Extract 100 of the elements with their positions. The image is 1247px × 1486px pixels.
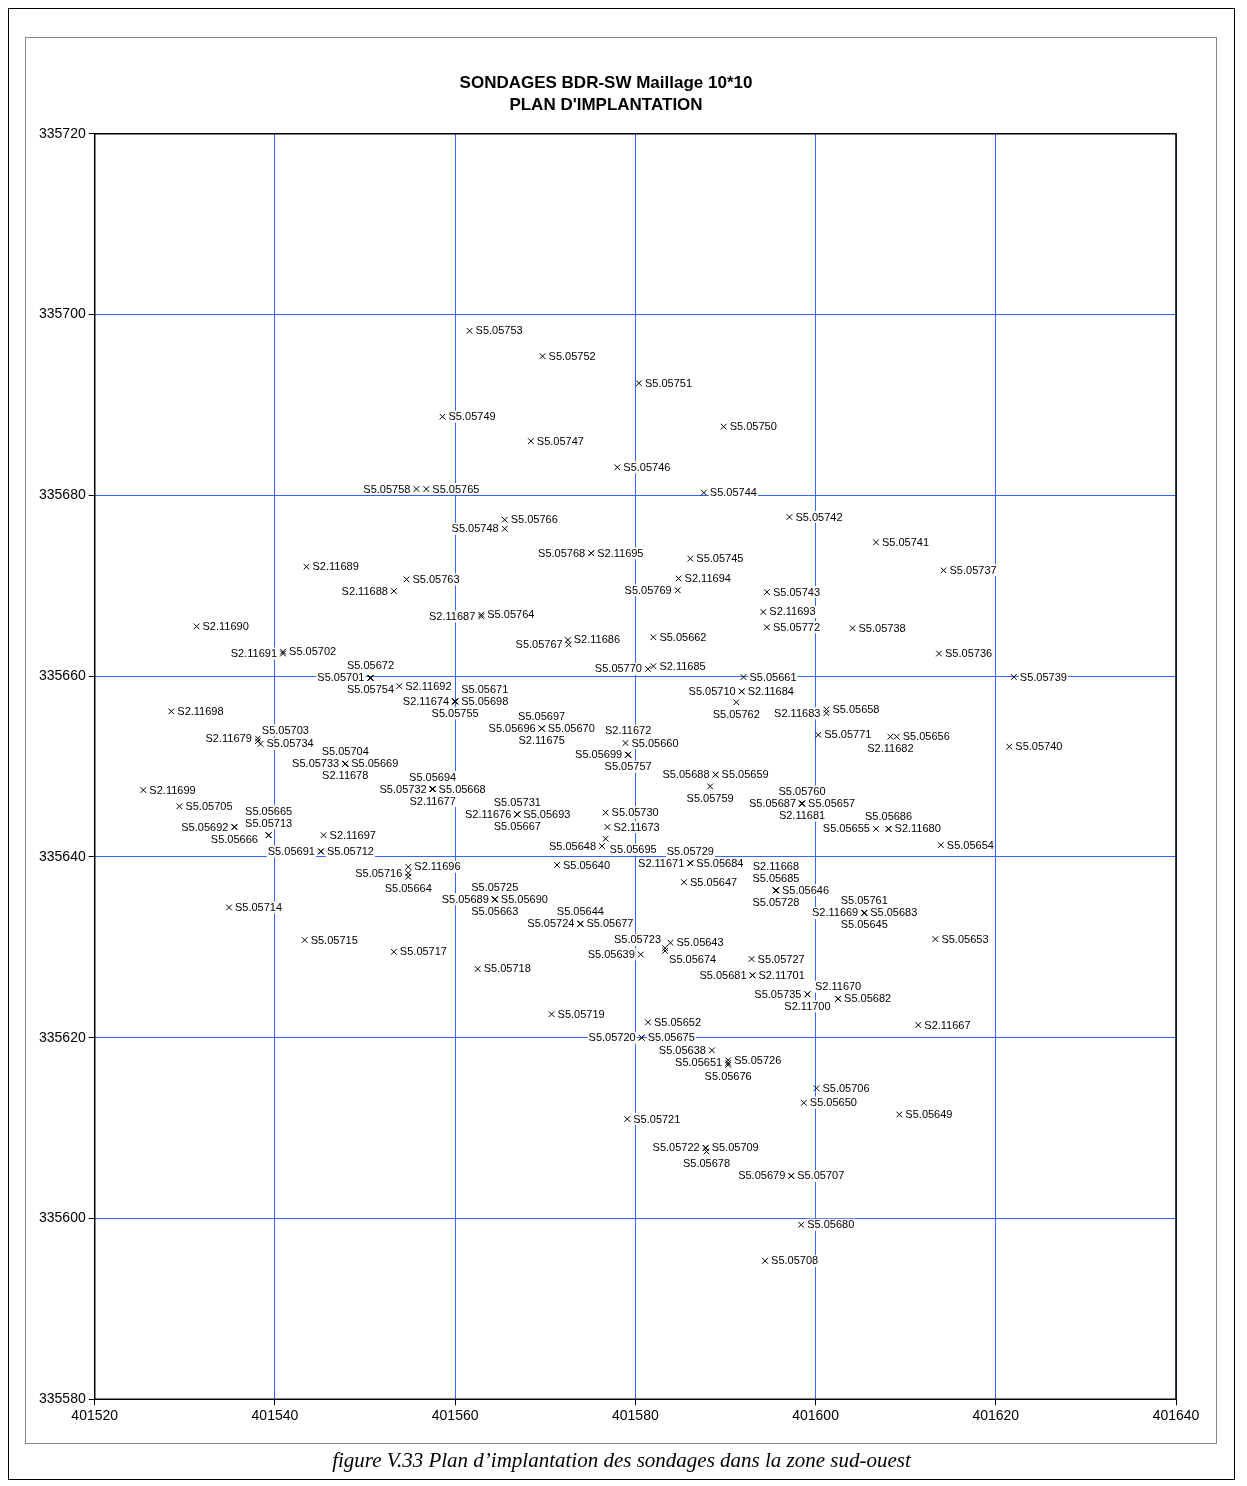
data-label: S5.05772 [772, 620, 821, 633]
data-label: S5.05739 [1019, 670, 1067, 683]
data-label: S5.05662 [659, 630, 707, 643]
data-label: S5.05667 [493, 819, 541, 832]
data-label: S5.05672 [346, 659, 394, 672]
data-label: S2.11677 [409, 794, 456, 807]
data-label: S5.05643 [676, 936, 724, 949]
data-label: S5.05730 [611, 806, 659, 819]
data-label: S5.05702 [289, 645, 337, 658]
data-label: S2.11698 [177, 704, 224, 717]
data-label: S2.11674 [402, 694, 450, 707]
data-label: S5.05767 [515, 638, 563, 651]
data-label: S2.11684 [747, 685, 794, 698]
y-tick-label: 335680 [39, 486, 86, 503]
data-label: S5.05714 [234, 901, 283, 914]
data-label: S5.05644 [556, 905, 604, 918]
data-label: S5.05770 [594, 662, 642, 675]
data-label: S5.05761 [840, 894, 888, 907]
data-label: S5.05647 [690, 875, 738, 888]
data-label: S2.11699 [149, 783, 196, 796]
data-label: S2.11681 [778, 809, 826, 822]
data-label: S2.11693 [769, 605, 816, 618]
data-label: S5.05720 [588, 1031, 636, 1044]
data-label: S5.05693 [523, 807, 571, 820]
chart-subtitle: PLAN D'IMPLANTATION [509, 95, 703, 115]
data-label: S5.05732 [379, 782, 427, 795]
data-label: S5.05657 [808, 797, 856, 810]
data-label: S5.05743 [772, 585, 821, 598]
data-label: S5.05652 [653, 1015, 702, 1028]
data-label: S5.05659 [721, 768, 769, 781]
data-label: S2.11671 [638, 856, 685, 869]
data-label: S5.05663 [471, 904, 519, 917]
data-label: S5.05754 [346, 683, 394, 696]
y-tick-label: 335600 [39, 1209, 86, 1226]
x-tick-label: 401560 [431, 1407, 479, 1424]
data-label: S5.05686 [865, 810, 913, 823]
x-tick-label: 401620 [972, 1407, 1020, 1424]
data-label: S5.05648 [548, 839, 597, 852]
data-label: S5.05746 [623, 460, 671, 473]
data-label: S2.11673 [613, 820, 660, 833]
data-label: S2.11678 [322, 769, 369, 782]
data-label: S5.05716 [355, 866, 403, 879]
data-label: S5.05719 [557, 1007, 605, 1020]
data-label: S5.05678 [682, 1157, 731, 1170]
data-label: S5.05704 [321, 745, 369, 758]
chart-title: SONDAGES BDR-SW Maillage 10*10 [459, 72, 753, 92]
data-label: S5.05735 [754, 987, 802, 1000]
y-tick-label: 335660 [39, 666, 86, 683]
data-label: S5.05740 [1015, 740, 1063, 753]
data-label: S5.05682 [844, 992, 892, 1005]
data-label: S5.05713 [245, 816, 293, 829]
data-label: S5.05656 [902, 730, 950, 743]
data-label: S2.11697 [329, 828, 376, 841]
data-label: S5.05696 [488, 722, 536, 735]
data-label: S5.05695 [609, 843, 657, 856]
data-label: S5.05645 [840, 918, 888, 931]
data-label: S5.05692 [181, 820, 229, 833]
data-label: S5.05715 [310, 933, 358, 946]
data-label: S5.05651 [675, 1056, 723, 1069]
data-label: S5.05655 [822, 822, 870, 835]
data-label: S2.11691 [230, 647, 278, 660]
data-label: S5.05680 [807, 1218, 855, 1231]
data-label: S5.05738 [858, 621, 906, 634]
data-label: S5.05722 [652, 1141, 700, 1154]
data-label: S5.05742 [795, 510, 843, 523]
data-label: S5.05752 [548, 349, 596, 362]
y-tick-label: 335700 [39, 305, 86, 322]
data-label: S5.05654 [946, 838, 994, 851]
data-label: S5.05688 [662, 768, 710, 781]
data-label: S5.05721 [633, 1112, 681, 1125]
data-label: S5.05712 [326, 844, 374, 857]
data-label: S5.05765 [432, 482, 480, 495]
data-label: S5.05745 [696, 552, 744, 565]
data-label: S5.05759 [686, 791, 734, 804]
data-label: S2.11679 [205, 732, 252, 745]
data-label: S5.05749 [448, 410, 496, 423]
data-label: S2.11688 [341, 584, 388, 597]
data-label: S5.05753 [475, 324, 523, 337]
data-label: S5.05747 [536, 434, 584, 447]
data-label: S2.11682 [867, 742, 914, 755]
data-label: S5.05725 [471, 880, 519, 893]
data-label: S5.05675 [647, 1031, 695, 1044]
data-label: S2.11695 [597, 546, 644, 559]
data-label: S5.05640 [562, 858, 611, 871]
data-label: S2.11696 [414, 860, 461, 873]
data-label: S2.11683 [774, 706, 821, 719]
data-label: S2.11669 [811, 906, 859, 919]
data-label: S5.05733 [292, 757, 340, 770]
data-label: S2.11670 [814, 980, 862, 993]
data-label: S5.05684 [696, 856, 744, 869]
data-label: S2.11687 [428, 609, 476, 622]
data-label: S5.05690 [500, 892, 548, 905]
data-label: S5.05666 [210, 832, 258, 845]
data-label: S5.05708 [771, 1254, 819, 1267]
data-label: S5.05639 [587, 948, 635, 961]
data-label: S2.11700 [784, 999, 831, 1012]
data-label: S5.05697 [518, 710, 566, 723]
x-tick-label: 401600 [792, 1407, 840, 1424]
data-label: S2.11686 [573, 633, 621, 646]
data-label: S5.05683 [870, 906, 918, 919]
